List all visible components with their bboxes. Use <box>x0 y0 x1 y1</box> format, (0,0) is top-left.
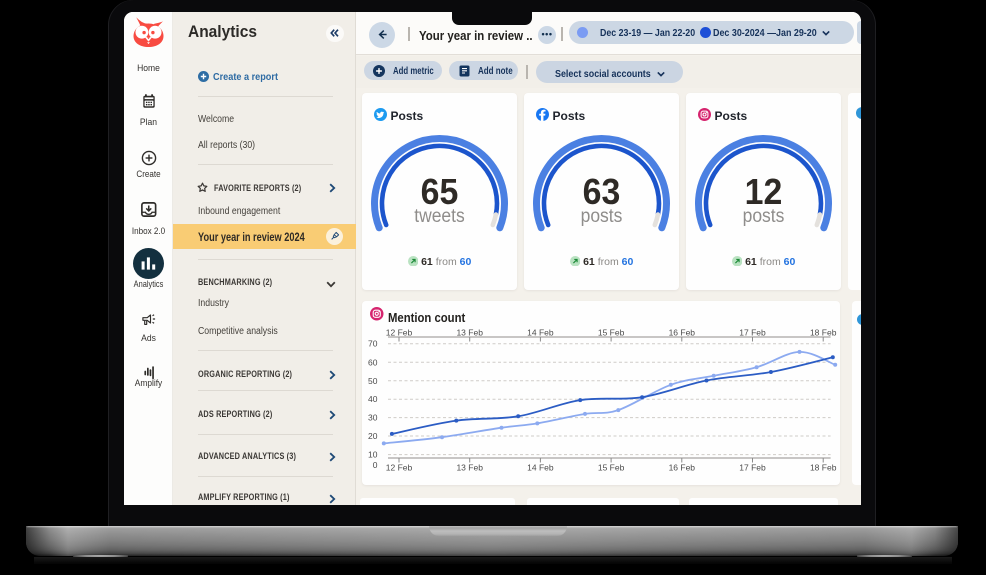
svg-text:10: 10 <box>368 450 378 460</box>
svg-text:15 Feb: 15 Feb <box>598 328 625 338</box>
svg-text:20: 20 <box>368 431 378 441</box>
svg-text:18 Feb: 18 Feb <box>810 463 837 473</box>
svg-text:0: 0 <box>373 460 378 470</box>
svg-text:60: 60 <box>368 357 378 367</box>
svg-text:30: 30 <box>368 413 378 423</box>
svg-text:16 Feb: 16 Feb <box>669 463 696 473</box>
svg-text:17 Feb: 17 Feb <box>739 328 766 338</box>
svg-text:14 Feb: 14 Feb <box>527 328 554 338</box>
svg-text:15 Feb: 15 Feb <box>598 463 625 473</box>
svg-text:14 Feb: 14 Feb <box>527 463 554 473</box>
svg-text:13 Feb: 13 Feb <box>456 463 483 473</box>
svg-text:40: 40 <box>368 394 378 404</box>
svg-text:17 Feb: 17 Feb <box>739 463 766 473</box>
svg-text:12 Feb: 12 Feb <box>386 463 413 473</box>
svg-text:50: 50 <box>368 376 378 386</box>
svg-text:70: 70 <box>368 339 378 349</box>
svg-text:13 Feb: 13 Feb <box>456 328 483 338</box>
svg-text:18 Feb: 18 Feb <box>810 328 837 338</box>
svg-text:12 Feb: 12 Feb <box>386 328 413 338</box>
svg-text:16 Feb: 16 Feb <box>669 328 696 338</box>
